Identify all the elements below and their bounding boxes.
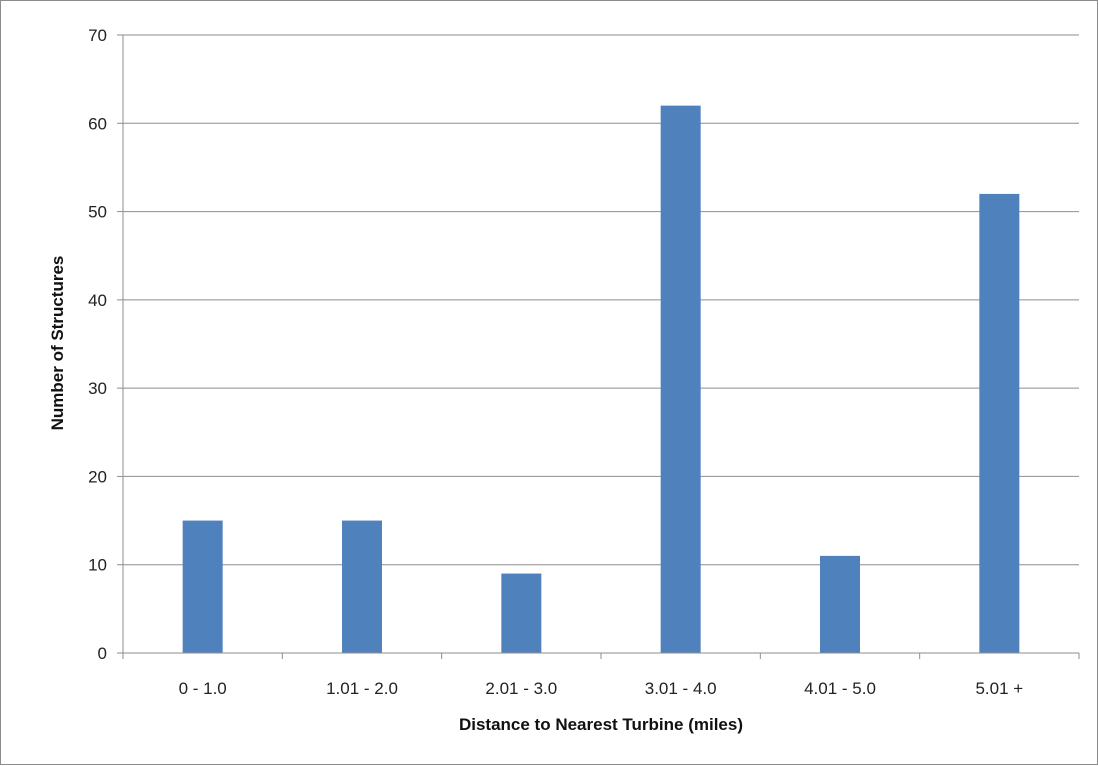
x-tick-labels: 0 - 1.0 1.01 - 2.0 2.01 - 3.0 3.01 - 4.0 4.0… xyxy=(179,679,1024,698)
y-tick-label: 50 xyxy=(88,203,107,222)
bar-5 xyxy=(979,193,1020,653)
y-tick-label: 60 xyxy=(88,114,107,133)
x-tick-label: 0 - 1.0 xyxy=(179,679,227,698)
x-axis-title: Distance to Nearest Turbine (miles) xyxy=(459,715,743,734)
y-axis-title: Number of Structures xyxy=(48,256,67,431)
axes xyxy=(122,35,1079,654)
y-tick-label: 0 xyxy=(98,644,107,663)
bars xyxy=(182,105,1020,654)
x-tick-label: 3.01 - 4.0 xyxy=(645,679,717,698)
bar-3 xyxy=(660,105,701,654)
x-tick-label: 2.01 - 3.0 xyxy=(485,679,557,698)
y-tick-label: 30 xyxy=(88,379,107,398)
x-tick-label: 1.01 - 2.0 xyxy=(326,679,398,698)
y-tick-label: 10 xyxy=(88,556,107,575)
bar-1 xyxy=(342,520,382,653)
x-tick-label: 4.01 - 5.0 xyxy=(804,679,876,698)
y-tick-label: 20 xyxy=(88,467,107,486)
x-tick-label: 5.01 + xyxy=(975,679,1023,698)
gridlines xyxy=(117,34,1080,659)
bar-2 xyxy=(501,573,542,653)
bar-0 xyxy=(182,520,223,653)
y-tick-label: 40 xyxy=(88,291,107,310)
y-tick-labels: 0 10 20 30 40 50 60 70 xyxy=(88,26,107,663)
bar-4 xyxy=(820,555,860,653)
y-tick-label: 70 xyxy=(88,26,107,45)
